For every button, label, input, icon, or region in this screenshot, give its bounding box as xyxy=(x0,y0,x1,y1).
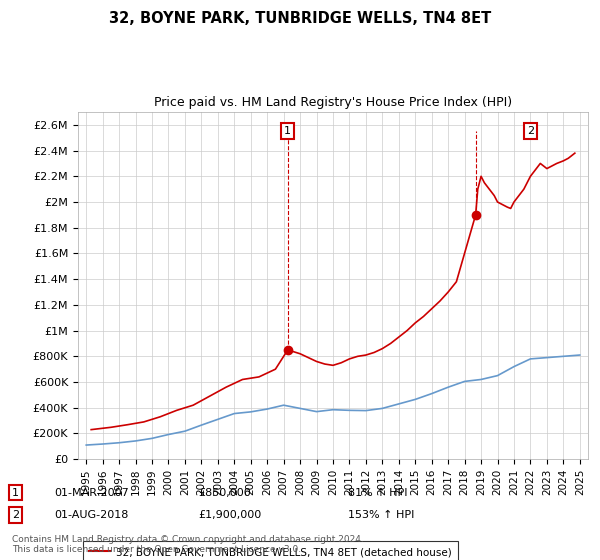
Legend: 32, BOYNE PARK, TUNBRIDGE WELLS, TN4 8ET (detached house), HPI: Average price, d: 32, BOYNE PARK, TUNBRIDGE WELLS, TN4 8ET… xyxy=(83,541,458,560)
Text: 1: 1 xyxy=(12,488,19,498)
Text: £850,000: £850,000 xyxy=(198,488,251,498)
Text: 81% ↑ HPI: 81% ↑ HPI xyxy=(348,488,407,498)
Text: £1,900,000: £1,900,000 xyxy=(198,510,261,520)
Text: 153% ↑ HPI: 153% ↑ HPI xyxy=(348,510,415,520)
Text: 2: 2 xyxy=(12,510,19,520)
Text: 2: 2 xyxy=(527,126,534,136)
Text: 01-AUG-2018: 01-AUG-2018 xyxy=(54,510,128,520)
Title: Price paid vs. HM Land Registry's House Price Index (HPI): Price paid vs. HM Land Registry's House … xyxy=(154,96,512,109)
Text: 01-MAR-2007: 01-MAR-2007 xyxy=(54,488,129,498)
Text: Contains HM Land Registry data © Crown copyright and database right 2024.
This d: Contains HM Land Registry data © Crown c… xyxy=(12,535,364,554)
Text: 1: 1 xyxy=(284,126,291,136)
Text: 32, BOYNE PARK, TUNBRIDGE WELLS, TN4 8ET: 32, BOYNE PARK, TUNBRIDGE WELLS, TN4 8ET xyxy=(109,11,491,26)
